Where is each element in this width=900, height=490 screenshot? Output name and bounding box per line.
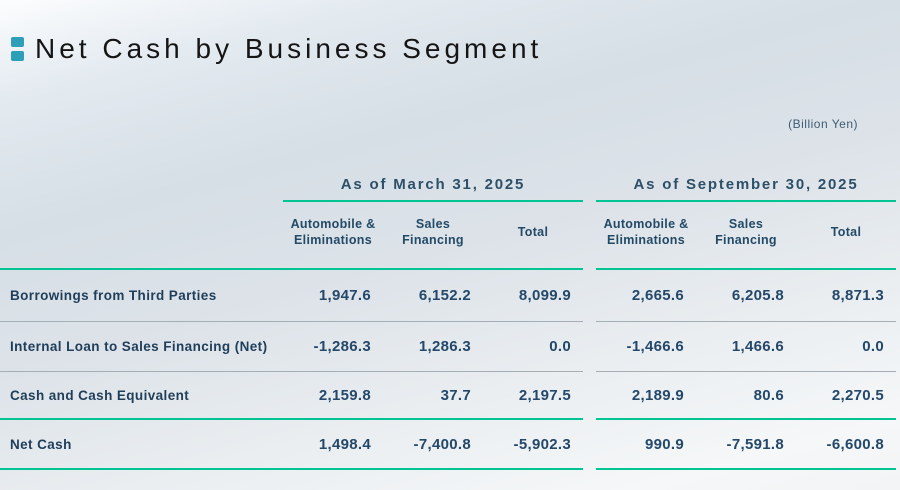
colhead-line: Automobile & [290, 216, 376, 231]
cell-value: 2,270.5 [796, 372, 896, 420]
cell-value: -7,400.8 [383, 420, 483, 470]
cell-value: -1,466.6 [596, 322, 696, 372]
colhead-sept-auto: Automobile & Eliminations [596, 202, 696, 270]
colhead-line: Eliminations [294, 233, 372, 247]
colhead-march-auto: Automobile & Eliminations [283, 202, 383, 270]
group-gap [583, 372, 596, 420]
cell-value: 2,197.5 [483, 372, 583, 420]
cell-value: 1,286.3 [383, 322, 483, 372]
cell-value: 2,159.8 [283, 372, 383, 420]
cell-value: 990.9 [596, 420, 696, 470]
colhead-line: Financing [402, 233, 464, 247]
colhead-sept-sales: Sales Financing [696, 202, 796, 270]
net-cash-table: As of March 31, 2025 As of September 30,… [0, 165, 896, 470]
colhead-spacer [0, 202, 283, 270]
cell-value: 1,498.4 [283, 420, 383, 470]
colhead-line: Total [830, 224, 862, 239]
unit-note: (Billion Yen) [788, 117, 858, 131]
cell-value: 0.0 [483, 322, 583, 372]
cell-value: -5,902.3 [483, 420, 583, 470]
colhead-sept-total: Total [796, 202, 896, 270]
cell-value: 1,466.6 [696, 322, 796, 372]
colhead-line: Financing [715, 233, 777, 247]
colhead-line: Sales [728, 216, 764, 231]
colhead-line: Sales [415, 216, 451, 231]
colhead-march-total: Total [483, 202, 583, 270]
colhead-march-sales: Sales Financing [383, 202, 483, 270]
cell-value: 2,665.6 [596, 270, 696, 322]
bullet-square-bottom [11, 51, 24, 61]
group-gap [583, 270, 596, 322]
cell-value: 6,205.8 [696, 270, 796, 322]
date-header-september: As of September 30, 2025 [596, 165, 896, 202]
page-title: Net Cash by Business Segment [35, 33, 543, 64]
colhead-line: Eliminations [607, 233, 685, 247]
row-label-internal-loan: Internal Loan to Sales Financing (Net) [0, 322, 283, 372]
cell-value: 8,099.9 [483, 270, 583, 322]
cell-value: -6,600.8 [796, 420, 896, 470]
cell-value: 0.0 [796, 322, 896, 372]
date-row-spacer [0, 165, 283, 202]
group-gap [583, 202, 596, 270]
row-label-cash-equivalent: Cash and Cash Equivalent [0, 372, 283, 420]
cell-value: 8,871.3 [796, 270, 896, 322]
group-gap [583, 165, 596, 202]
row-label-borrowings: Borrowings from Third Parties [0, 270, 283, 322]
cell-value: -1,286.3 [283, 322, 383, 372]
cell-value: 2,189.9 [596, 372, 696, 420]
slide-header: Net Cash by Business Segment [11, 33, 542, 65]
colhead-line: Automobile & [603, 216, 689, 231]
colhead-line: Total [517, 224, 549, 239]
cell-value: 80.6 [696, 372, 796, 420]
group-gap [583, 322, 596, 372]
cell-value: -7,591.8 [696, 420, 796, 470]
cell-value: 37.7 [383, 372, 483, 420]
cell-value: 1,947.6 [283, 270, 383, 322]
group-gap [583, 420, 596, 470]
title-bullet-icon [11, 37, 24, 61]
cell-value: 6,152.2 [383, 270, 483, 322]
date-header-march: As of March 31, 2025 [283, 165, 583, 202]
bullet-square-top [11, 37, 24, 47]
row-label-net-cash: Net Cash [0, 420, 283, 470]
